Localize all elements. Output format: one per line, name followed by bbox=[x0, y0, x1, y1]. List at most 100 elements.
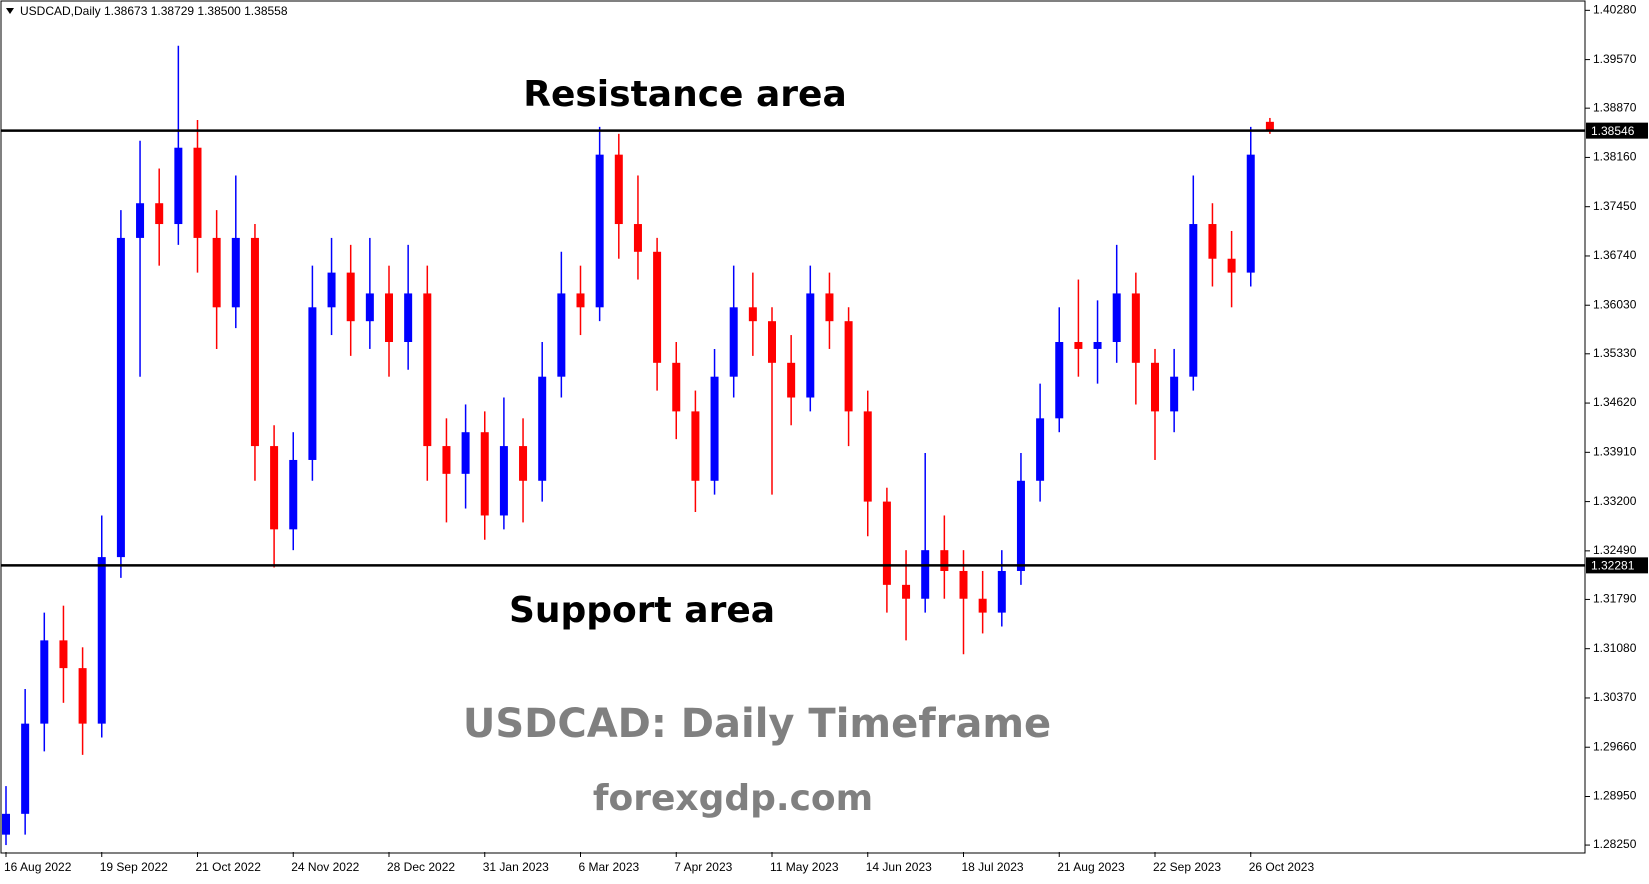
y-tick-label: 1.32490 bbox=[1593, 543, 1637, 557]
candle-body bbox=[423, 293, 432, 447]
plot-frame bbox=[0, 0, 1586, 854]
candle-body bbox=[768, 321, 776, 363]
candle-body bbox=[270, 446, 279, 530]
x-tick-label: 26 Oct 2023 bbox=[1249, 860, 1315, 874]
candle-body bbox=[1016, 480, 1025, 571]
candle-body bbox=[902, 584, 911, 599]
chart-subtitle: forexgdp.com bbox=[593, 778, 873, 819]
candle-body bbox=[1208, 224, 1217, 259]
candle-body bbox=[978, 598, 987, 613]
chart-title: USDCAD: Daily Timeframe bbox=[463, 701, 1051, 747]
support-label: Support area bbox=[509, 590, 775, 631]
candle-body bbox=[1055, 342, 1064, 419]
candle-body bbox=[748, 307, 757, 322]
candle-body bbox=[21, 723, 30, 814]
candle-body bbox=[806, 293, 815, 398]
candle-body bbox=[59, 640, 68, 669]
candle-body bbox=[1246, 154, 1255, 273]
candle-body bbox=[595, 154, 604, 308]
candle-body bbox=[538, 376, 547, 481]
y-tick-label: 1.28950 bbox=[1593, 789, 1637, 803]
menu-arrow[interactable] bbox=[6, 8, 14, 14]
candle-body bbox=[40, 640, 49, 724]
y-tick-label: 1.28250 bbox=[1593, 837, 1637, 851]
y-tick-label: 1.33910 bbox=[1593, 444, 1637, 458]
candle-body bbox=[250, 237, 259, 447]
y-tick-label: 1.31790 bbox=[1593, 592, 1637, 606]
candle-body bbox=[136, 203, 145, 238]
candle-body bbox=[519, 446, 528, 481]
candle-body bbox=[1170, 376, 1179, 412]
y-tick-label: 1.36740 bbox=[1593, 248, 1637, 262]
x-tick-label: 22 Sep 2023 bbox=[1153, 860, 1221, 874]
x-tick-label: 16 Aug 2022 bbox=[4, 860, 72, 874]
candle-body bbox=[576, 293, 585, 308]
candle-body bbox=[155, 203, 164, 225]
candle-body bbox=[231, 237, 240, 308]
x-tick-label: 6 Mar 2023 bbox=[579, 860, 640, 874]
y-tick-label: 1.39570 bbox=[1593, 52, 1637, 66]
candle-body bbox=[1093, 342, 1102, 349]
candle-body bbox=[442, 446, 451, 474]
y-tick-label: 1.31080 bbox=[1593, 641, 1637, 655]
ohlc-label: 1.38673 1.38729 1.38500 1.38558 bbox=[104, 4, 288, 18]
resistance-label: Resistance area bbox=[523, 74, 847, 115]
candle-body bbox=[825, 293, 834, 322]
x-tick-label: 7 Apr 2023 bbox=[674, 860, 732, 874]
candle-body bbox=[2, 813, 10, 835]
x-tick-label: 31 Jan 2023 bbox=[483, 860, 549, 874]
level-box bbox=[1586, 557, 1648, 574]
candle-body bbox=[787, 362, 796, 398]
candle-body bbox=[882, 501, 891, 585]
symbol: USDCAD,Daily bbox=[20, 4, 101, 18]
candle-body bbox=[614, 154, 623, 225]
candle-body bbox=[289, 459, 298, 530]
level-box bbox=[1586, 122, 1648, 139]
x-tick-label: 19 Sep 2022 bbox=[100, 860, 168, 874]
candle-body bbox=[1227, 258, 1236, 273]
x-tick-label: 11 May 2023 bbox=[770, 860, 839, 874]
x-tick-label: 21 Oct 2022 bbox=[196, 860, 262, 874]
y-tick-label: 1.34620 bbox=[1593, 395, 1637, 409]
candle-body bbox=[193, 147, 202, 238]
candle-body bbox=[844, 321, 853, 412]
candle-body bbox=[1189, 224, 1198, 377]
candle-body bbox=[959, 570, 968, 599]
candle-body bbox=[346, 272, 355, 322]
y-tick-label: 1.35330 bbox=[1593, 346, 1637, 360]
candle-body bbox=[557, 293, 566, 377]
y-tick-label: 1.38870 bbox=[1593, 100, 1637, 114]
candle-body bbox=[365, 293, 374, 322]
candle-body bbox=[404, 293, 413, 342]
candle-body bbox=[1074, 342, 1083, 349]
candle-body bbox=[308, 307, 317, 460]
candle-body bbox=[78, 668, 87, 724]
candle-body bbox=[710, 376, 719, 481]
y-tick-label: 1.30370 bbox=[1593, 690, 1637, 704]
candle-body bbox=[921, 550, 930, 599]
y-tick-label: 1.33200 bbox=[1593, 494, 1637, 508]
x-tick-label: 24 Nov 2022 bbox=[291, 860, 359, 874]
candle-body bbox=[1265, 121, 1274, 130]
candle-body bbox=[691, 411, 700, 481]
candle-body bbox=[97, 557, 106, 724]
candle-body bbox=[633, 224, 642, 252]
x-tick-label: 28 Dec 2022 bbox=[387, 860, 455, 874]
y-tick-label: 1.36030 bbox=[1593, 297, 1637, 311]
y-tick-label: 1.38160 bbox=[1593, 150, 1637, 164]
candle-body bbox=[940, 550, 949, 571]
x-tick-label: 21 Aug 2023 bbox=[1057, 860, 1125, 874]
y-tick-label: 1.29660 bbox=[1593, 739, 1637, 753]
candle-body bbox=[385, 293, 393, 342]
candle-body bbox=[212, 237, 221, 308]
candle-body bbox=[499, 446, 508, 516]
level-label: 1.38546 bbox=[1591, 124, 1635, 138]
candle-body bbox=[863, 411, 872, 502]
level-label: 1.32281 bbox=[1591, 559, 1635, 573]
candle-body bbox=[1036, 418, 1045, 481]
candle-body bbox=[174, 147, 183, 225]
candle-body bbox=[1151, 362, 1159, 412]
candle-body bbox=[1112, 293, 1121, 342]
x-tick-label: 18 Jul 2023 bbox=[962, 860, 1024, 874]
